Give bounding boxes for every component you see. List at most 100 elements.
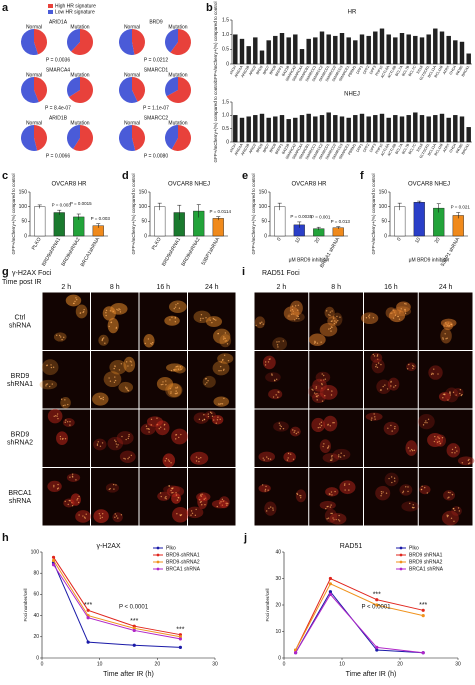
- focus: [53, 484, 55, 487]
- series-line: [295, 593, 424, 654]
- legend-marker: [399, 553, 403, 557]
- focus: [446, 514, 448, 516]
- x-tick-label: 0: [396, 236, 403, 242]
- bar: [373, 115, 378, 143]
- focus: [52, 366, 55, 368]
- focus: [287, 457, 289, 459]
- focus: [454, 452, 456, 454]
- focus: [461, 393, 463, 396]
- bar: [413, 35, 418, 65]
- focus: [71, 504, 74, 507]
- pie-wedge: [165, 77, 178, 97]
- focus: [384, 384, 386, 386]
- focus: [296, 317, 298, 320]
- focus: [222, 338, 225, 340]
- focus: [201, 504, 203, 506]
- focus: [427, 418, 430, 420]
- focus: [267, 458, 270, 460]
- annotation: P < 0.0001: [361, 605, 391, 611]
- legend-swatch: [48, 4, 53, 8]
- focus: [117, 444, 119, 446]
- series-line: [295, 583, 424, 651]
- focus: [291, 309, 294, 311]
- point: [178, 645, 182, 650]
- focus: [176, 387, 178, 389]
- gene-name: BRD9: [149, 19, 163, 25]
- focus: [194, 514, 197, 517]
- bar: [279, 33, 285, 65]
- bar: [426, 116, 431, 143]
- focus: [130, 361, 132, 363]
- focus: [162, 381, 164, 383]
- x-tick-label: shCtrl: [229, 65, 237, 75]
- legend-marker: [156, 553, 160, 557]
- focus: [64, 500, 66, 503]
- focus: [407, 447, 410, 449]
- focus: [444, 333, 446, 335]
- x-tick-label: 20: [397, 661, 403, 667]
- focus: [101, 516, 103, 519]
- focus: [175, 492, 177, 494]
- focus: [65, 419, 67, 421]
- focus: [424, 486, 426, 489]
- focus: [50, 364, 52, 366]
- focus: [204, 383, 206, 385]
- focus: [171, 316, 173, 318]
- focus: [411, 506, 414, 509]
- focus: [67, 503, 69, 506]
- nucleus: [290, 426, 301, 437]
- nucleus: [375, 485, 391, 501]
- bar: [53, 212, 65, 237]
- legend-swatch: [48, 10, 53, 14]
- focus: [319, 426, 321, 429]
- pie-wedge: [66, 125, 80, 149]
- focus: [179, 366, 182, 368]
- focus: [390, 381, 392, 383]
- focus: [454, 509, 456, 512]
- focus: [433, 440, 436, 443]
- focus: [331, 326, 333, 329]
- focus: [287, 452, 290, 455]
- focus: [324, 378, 327, 380]
- x-tick-label: ACTL6A: [380, 64, 391, 78]
- focus: [407, 490, 409, 493]
- focus: [468, 462, 470, 465]
- focus: [294, 305, 297, 307]
- nucleus: [42, 359, 59, 376]
- focus: [177, 368, 180, 370]
- nucleus: [167, 383, 182, 398]
- point: [132, 643, 136, 647]
- focus: [422, 424, 425, 426]
- focus: [446, 515, 449, 518]
- focus: [98, 396, 101, 398]
- bar: [394, 206, 406, 237]
- focus: [53, 415, 55, 418]
- focus: [432, 373, 435, 375]
- focus: [332, 316, 335, 318]
- focus: [62, 404, 65, 407]
- x-tick-label: ACTL6B: [387, 142, 398, 156]
- focus: [320, 421, 323, 424]
- focus: [175, 365, 177, 368]
- p-value: P = 1.1e-07: [143, 105, 169, 111]
- focus: [371, 417, 373, 419]
- x-tick-label: ARID1A: [234, 64, 244, 78]
- panel-letter: h: [2, 532, 9, 544]
- focus: [451, 451, 453, 454]
- focus: [224, 337, 226, 340]
- focus: [282, 340, 285, 342]
- focus: [216, 505, 218, 508]
- x-tick-label: BRD9: [255, 143, 263, 153]
- focus: [64, 421, 66, 424]
- focus: [203, 414, 205, 416]
- pie-wedge: [73, 125, 93, 151]
- legend-marker: [399, 560, 403, 564]
- bar: [393, 115, 398, 143]
- focus: [292, 458, 295, 461]
- nucleus: [315, 371, 331, 383]
- focus: [330, 512, 332, 515]
- focus: [393, 386, 395, 388]
- focus: [173, 369, 175, 371]
- focus: [118, 369, 121, 371]
